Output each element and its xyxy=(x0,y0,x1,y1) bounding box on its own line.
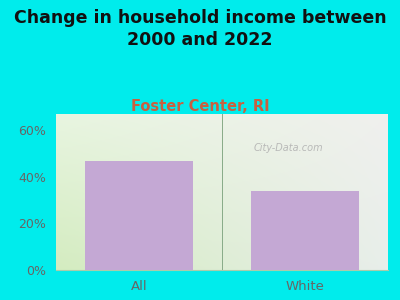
Bar xyxy=(85,160,193,270)
Text: Foster Center, RI: Foster Center, RI xyxy=(131,99,269,114)
Text: Change in household income between
2000 and 2022: Change in household income between 2000 … xyxy=(14,9,386,49)
Bar xyxy=(251,191,359,270)
Text: City-Data.com: City-Data.com xyxy=(254,143,323,153)
